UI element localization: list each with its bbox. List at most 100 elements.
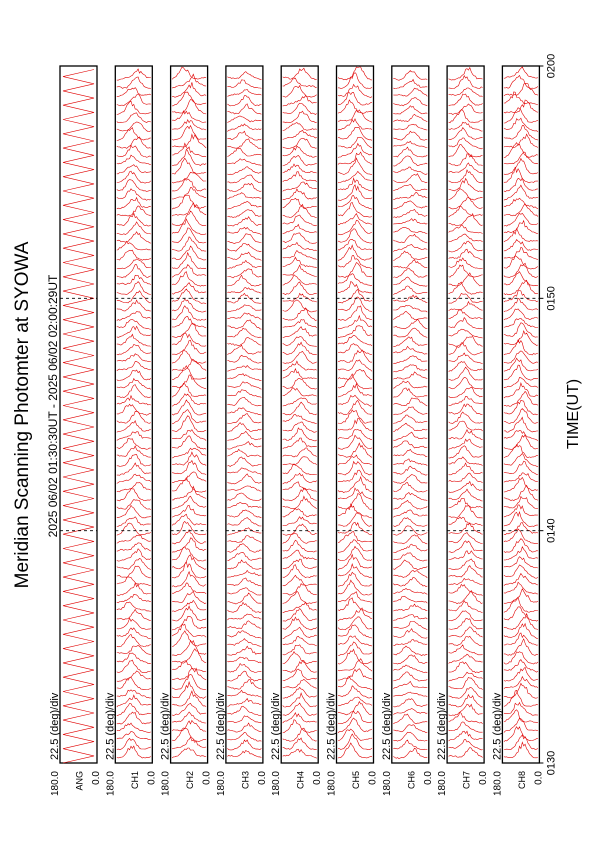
trace-line — [503, 74, 539, 89]
ymax-label: 180.0 — [105, 771, 116, 796]
trace-line — [171, 251, 207, 270]
trace-line — [282, 702, 317, 716]
trace-line — [448, 328, 483, 339]
trace-line — [337, 262, 373, 278]
channel-label: CH1 — [130, 771, 140, 789]
trace-line — [282, 549, 317, 561]
trace-line — [116, 703, 151, 716]
panel-frame — [501, 65, 541, 764]
trace-line — [116, 170, 152, 184]
trace-line — [282, 163, 317, 174]
trace-line — [116, 221, 151, 235]
trace-line — [282, 274, 317, 286]
trace-line — [393, 87, 428, 97]
trace-line — [171, 504, 207, 518]
trace-line — [172, 298, 207, 313]
trace-line — [503, 430, 539, 441]
trace-line — [337, 591, 373, 603]
trace-line — [337, 434, 373, 450]
trace-line — [448, 153, 483, 167]
trace-line — [393, 113, 428, 123]
trace-line — [448, 676, 483, 690]
trace-line — [337, 476, 373, 493]
trace-line — [448, 661, 483, 674]
trace-line — [282, 250, 317, 260]
trace-line — [393, 184, 428, 192]
trace-line — [393, 140, 428, 148]
trace-line — [171, 719, 207, 732]
trace-line — [282, 319, 317, 329]
trace-line — [171, 282, 207, 295]
scale-label: 22.5 (deg)/div — [160, 692, 172, 760]
trace-line — [227, 630, 262, 639]
trace-line — [227, 638, 262, 647]
trace-line — [171, 674, 207, 690]
trace-line — [448, 66, 483, 81]
trace-line — [448, 703, 483, 716]
trace-line — [227, 592, 262, 605]
trace-line — [337, 710, 373, 725]
trace-line — [393, 285, 428, 296]
panel-traces — [337, 66, 373, 759]
trace-line — [503, 606, 539, 622]
panel-ch1 — [114, 65, 153, 764]
trace-line — [172, 639, 207, 657]
trace-line — [116, 659, 151, 673]
trace-line — [282, 171, 317, 183]
trace-line — [393, 614, 428, 621]
trace-line — [448, 610, 483, 622]
trace-line — [227, 689, 262, 698]
trace-line — [503, 734, 539, 750]
trace-line — [282, 427, 317, 442]
trace-line — [337, 607, 373, 622]
trace-line — [503, 701, 538, 716]
trace-line — [282, 590, 317, 604]
trace-line — [393, 664, 428, 673]
trace-line — [448, 653, 483, 664]
trace-line — [337, 648, 373, 665]
trace-line — [171, 358, 207, 371]
trace-line — [393, 499, 428, 510]
trace-line — [393, 233, 428, 244]
trace-line — [227, 731, 262, 742]
trace-line — [171, 747, 207, 759]
trace-line — [448, 498, 483, 509]
trace-line — [503, 659, 539, 673]
trace-line — [172, 711, 207, 724]
channel-label: CH7 — [462, 771, 472, 789]
trace-line — [448, 583, 483, 596]
trace-line — [116, 344, 151, 356]
trace-line — [393, 603, 428, 612]
channel-label: CH5 — [351, 771, 361, 789]
trace-line — [227, 543, 262, 553]
trace-line — [172, 537, 207, 553]
ymax-label: 180.0 — [327, 771, 338, 796]
trace-line — [227, 492, 262, 501]
trace-line — [503, 504, 538, 518]
trace-line — [116, 384, 151, 399]
trace-line — [503, 107, 539, 124]
trace-line — [171, 702, 207, 716]
trace-line — [448, 342, 483, 356]
trace-line — [448, 505, 483, 519]
trace-line — [337, 305, 373, 321]
trace-line — [393, 724, 428, 734]
trace-line — [172, 148, 207, 166]
trace-line — [448, 169, 483, 184]
trace-line — [116, 594, 151, 604]
trace-line — [116, 419, 151, 433]
trace-line — [282, 508, 317, 518]
trace-line — [337, 635, 373, 647]
trace-line — [393, 552, 428, 562]
trace-line — [503, 329, 538, 346]
trace-line — [227, 174, 262, 184]
angle-trace — [62, 69, 95, 764]
trace-line — [448, 292, 483, 304]
trace-line — [116, 231, 151, 244]
trace-line — [227, 441, 262, 450]
trace-line — [448, 177, 483, 192]
trace-line — [448, 565, 483, 578]
trace-line — [448, 480, 483, 493]
trace-line — [503, 476, 539, 493]
